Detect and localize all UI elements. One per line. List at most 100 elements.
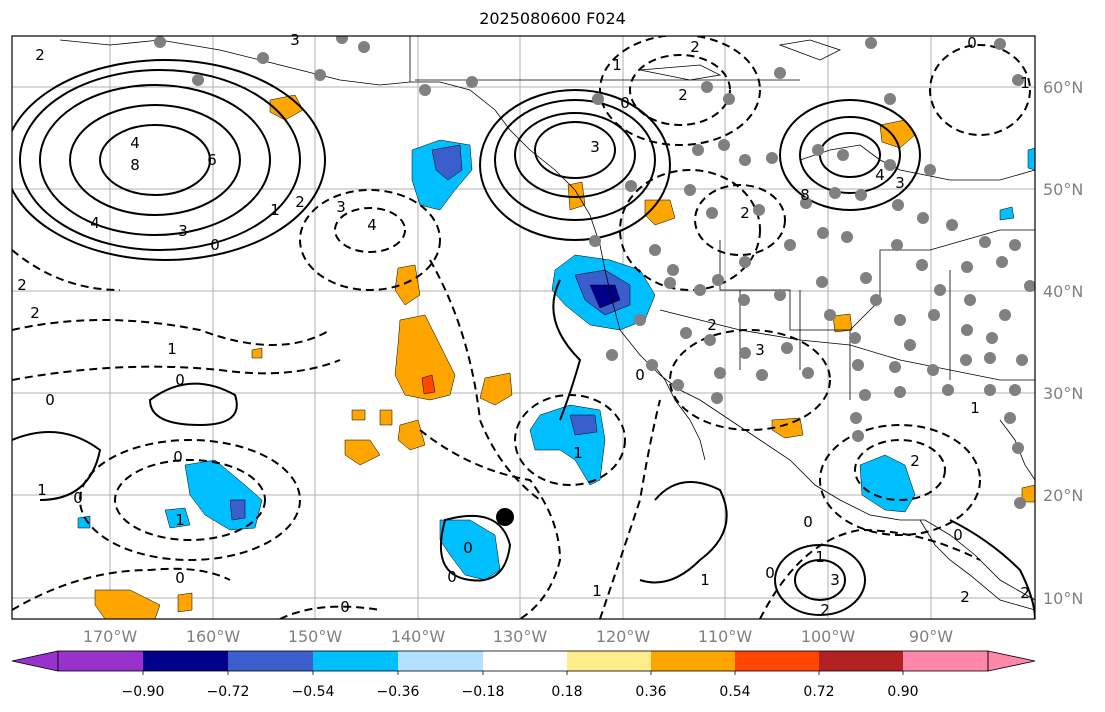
svg-text:2: 2 — [35, 46, 45, 64]
svg-text:3: 3 — [755, 341, 765, 359]
svg-text:0: 0 — [173, 448, 183, 466]
colorbar-segment — [313, 651, 398, 671]
svg-text:2: 2 — [678, 86, 688, 104]
svg-text:60°N: 60°N — [1043, 78, 1083, 97]
latitude-labels: 60°N 50°N 40°N 30°N 20°N 10°N — [1043, 78, 1083, 608]
colorbar-tick-label: 0.90 — [887, 684, 918, 700]
colorbar-tick-label: 0.54 — [719, 684, 750, 700]
svg-text:0: 0 — [175, 569, 185, 587]
colorbar-segment — [228, 651, 313, 671]
svg-text:2: 2 — [960, 588, 970, 606]
svg-text:3: 3 — [830, 571, 840, 589]
svg-text:1: 1 — [700, 571, 710, 589]
svg-text:8: 8 — [130, 156, 140, 174]
colorbar-segment — [819, 651, 903, 671]
colorbar-tick-label: 0.36 — [635, 684, 666, 700]
marker-dot — [496, 508, 514, 526]
svg-text:2: 2 — [910, 452, 920, 470]
svg-text:2: 2 — [295, 193, 305, 211]
svg-text:0: 0 — [45, 391, 55, 409]
colorbar-tick-label: 0.72 — [803, 684, 834, 700]
svg-text:2: 2 — [30, 304, 40, 322]
svg-text:0: 0 — [953, 526, 963, 544]
colorbar-segment — [398, 651, 483, 671]
svg-text:0: 0 — [635, 366, 645, 384]
svg-text:2: 2 — [820, 601, 830, 619]
svg-text:50°N: 50°N — [1043, 180, 1083, 199]
svg-text:150°W: 150°W — [288, 627, 343, 646]
svg-text:160°W: 160°W — [186, 627, 241, 646]
colorbar-segment — [58, 651, 143, 671]
colorbar-tick-label: −0.18 — [462, 684, 505, 700]
svg-text:1: 1 — [167, 340, 177, 358]
colorbar-segment — [735, 651, 819, 671]
colorbar-tick-label: 0.18 — [551, 684, 582, 700]
svg-text:30°N: 30°N — [1043, 384, 1083, 403]
svg-text:1: 1 — [815, 548, 825, 566]
svg-text:1: 1 — [1020, 74, 1030, 92]
svg-text:3: 3 — [336, 198, 346, 216]
shaded-fields — [77, 94, 1035, 619]
station-dots — [154, 36, 1035, 509]
svg-text:4: 4 — [367, 216, 377, 234]
svg-text:0: 0 — [447, 568, 457, 586]
svg-text:140°W: 140°W — [391, 627, 446, 646]
svg-text:100°W: 100°W — [801, 627, 856, 646]
svg-text:10°N: 10°N — [1043, 589, 1083, 608]
svg-text:90°W: 90°W — [909, 627, 953, 646]
svg-text:6: 6 — [207, 151, 217, 169]
svg-text:8: 8 — [800, 186, 810, 204]
svg-text:2: 2 — [707, 316, 717, 334]
svg-text:0: 0 — [210, 236, 220, 254]
contours-dashed — [12, 36, 1031, 619]
svg-text:4: 4 — [875, 166, 885, 184]
colorbar: −0.90 −0.72 −0.54 −0.36 −0.18 0.18 0.36 … — [11, 650, 1036, 700]
svg-text:2: 2 — [690, 38, 700, 56]
svg-text:1: 1 — [37, 481, 47, 499]
svg-text:0: 0 — [73, 489, 83, 507]
map-title: 2025080600 F024 — [479, 9, 626, 28]
colorbar-tick-label: −0.36 — [377, 684, 420, 700]
svg-text:3: 3 — [590, 138, 600, 156]
svg-text:110°W: 110°W — [698, 627, 753, 646]
svg-text:0: 0 — [803, 513, 813, 531]
colorbar-segment — [143, 651, 228, 671]
svg-text:0: 0 — [967, 34, 977, 52]
contours-solid — [12, 59, 1035, 619]
colorbar-tick-label: −0.54 — [292, 684, 335, 700]
svg-text:4: 4 — [90, 214, 100, 232]
colorbar-tick-label: −0.90 — [122, 684, 165, 700]
colorbar-segment — [903, 651, 988, 671]
svg-text:20°N: 20°N — [1043, 486, 1083, 505]
svg-text:3: 3 — [290, 31, 300, 49]
svg-text:2: 2 — [17, 276, 27, 294]
gridlines — [12, 36, 1035, 619]
svg-text:3: 3 — [895, 174, 905, 192]
svg-text:1: 1 — [592, 582, 602, 600]
svg-text:40°N: 40°N — [1043, 282, 1083, 301]
contour-labels: 4 8 6 4 3 0 1 2 3 4 2 3 2 2 1 0 0 1 0 0 … — [17, 31, 1030, 619]
colorbar-tick-label: −0.72 — [207, 684, 250, 700]
svg-text:3: 3 — [178, 222, 188, 240]
svg-text:0: 0 — [765, 564, 775, 582]
colorbar-max-extension — [987, 650, 1036, 672]
svg-text:170°W: 170°W — [83, 627, 138, 646]
svg-text:1: 1 — [970, 399, 980, 417]
svg-text:4: 4 — [130, 134, 140, 152]
svg-text:0: 0 — [620, 94, 630, 112]
svg-text:1: 1 — [573, 444, 583, 462]
colorbar-segment — [483, 651, 567, 671]
colorbar-min-extension — [11, 650, 59, 672]
svg-text:1: 1 — [175, 511, 185, 529]
longitude-labels: 170°W 160°W 150°W 140°W 130°W 120°W 110°… — [83, 627, 953, 646]
svg-text:130°W: 130°W — [493, 627, 548, 646]
svg-text:0: 0 — [340, 598, 350, 616]
colorbar-segment — [567, 651, 651, 671]
svg-text:1: 1 — [612, 56, 622, 74]
svg-text:1: 1 — [270, 201, 280, 219]
svg-text:2: 2 — [1020, 584, 1030, 602]
svg-text:2: 2 — [740, 204, 750, 222]
map-frame — [11, 35, 1036, 620]
svg-text:120°W: 120°W — [596, 627, 651, 646]
